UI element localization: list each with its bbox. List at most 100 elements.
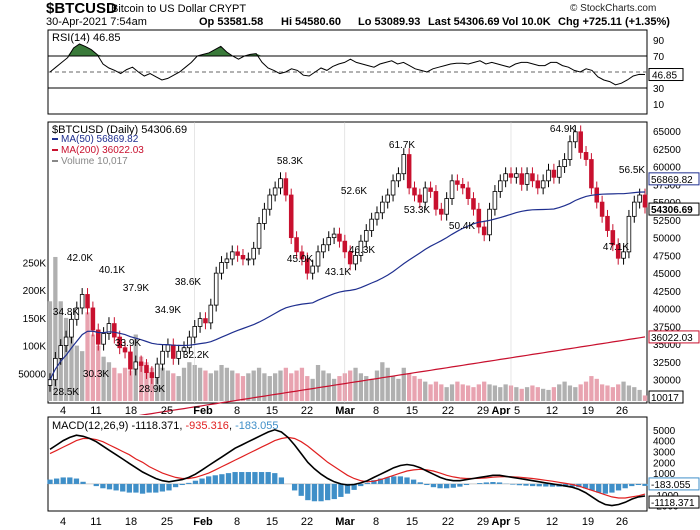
open-label: Op 53581.58: [199, 16, 264, 28]
macd-histogram-bar: [543, 483, 549, 487]
price-tick-label: 42500: [653, 287, 681, 298]
volume-tick-label: 150K: [23, 314, 47, 325]
price-annotation: 46.3K: [349, 245, 375, 256]
rsi-legend: RSI(14) 46.85: [52, 32, 120, 44]
candle-body: [626, 215, 632, 253]
candle-body: [481, 226, 487, 236]
price-x-label: 22: [442, 405, 454, 415]
candle-body: [632, 201, 637, 217]
ma50-last-label-box: [648, 172, 700, 186]
volume-bar: [106, 362, 112, 401]
price-x-label: 26: [616, 405, 628, 415]
candle-body: [310, 265, 315, 274]
ma200-last-label: 36022.03: [651, 333, 693, 344]
candle-body: [331, 233, 337, 239]
candle-body: [615, 244, 621, 259]
macd-histogram-bar: [417, 482, 423, 484]
macd-histogram-bar: [186, 482, 192, 484]
volume-bar: [546, 389, 551, 401]
candle-body: [401, 154, 407, 175]
price-tick-label: 35000: [653, 340, 681, 351]
ma200-last-label-box: [648, 330, 700, 344]
volume-bar: [449, 384, 455, 401]
price-annotation: 58.3K: [277, 156, 303, 167]
volume-bar: [144, 362, 149, 401]
candle-body: [573, 131, 578, 143]
volume-bar: [374, 370, 380, 401]
volume-bar: [412, 376, 417, 401]
candle-body: [530, 173, 535, 182]
macd-histogram-bar: [106, 483, 113, 490]
macd-histogram-bar: [364, 482, 370, 484]
volume-bar: [208, 373, 213, 401]
price-x-label: 15: [266, 405, 278, 415]
candle-body: [433, 191, 439, 210]
candle-body: [154, 363, 160, 378]
macd-last-label: -183.055: [651, 480, 691, 491]
candle-body: [165, 344, 171, 352]
volume-bar: [149, 367, 154, 401]
rsi-tick-label: 70: [653, 52, 665, 63]
macd-histogram-bar: [120, 483, 126, 492]
volume-bar: [455, 381, 460, 401]
candle-body: [589, 159, 594, 189]
macd-histogram-bar: [477, 483, 483, 484]
candle-body: [519, 173, 524, 185]
macd-histogram-bar: [166, 483, 172, 491]
exchange-label: CRYPT: [209, 3, 247, 15]
price-tick-label: 62500: [653, 145, 681, 156]
rsi-tick-label: 30: [653, 84, 665, 95]
macd-x-label: 15: [266, 516, 278, 528]
volume-bar: [471, 387, 476, 401]
macd-x-label: Mar: [335, 516, 355, 528]
price-annotation: 42.0K: [67, 253, 93, 264]
volume-bar: [203, 370, 208, 401]
macd-histogram-bar: [629, 483, 635, 487]
candle-body: [117, 336, 122, 349]
macd-panel: -2000-1000010002000300040005000-183.055-…: [47, 416, 700, 528]
candle-body: [417, 194, 423, 203]
price-tick-label: 50000: [653, 234, 681, 245]
candle-body: [583, 152, 589, 160]
macd-histogram-bar: [239, 472, 245, 484]
macd-x-label: 8: [373, 516, 379, 528]
volume-bar: [47, 301, 53, 401]
macd-histogram-bar: [139, 483, 146, 494]
price-tick-label: 32500: [653, 358, 681, 369]
candle-body: [380, 201, 385, 214]
volume-bar: [181, 367, 187, 401]
candle-body: [460, 183, 466, 189]
macd-tick-label: 3000: [653, 447, 676, 458]
macd-legend-signal: -935.316: [186, 420, 229, 432]
price-tick-label: 52500: [653, 216, 681, 227]
volume-bar: [230, 370, 235, 401]
price-x-label: Apr: [492, 405, 512, 415]
volume-bar: [348, 370, 353, 401]
instrument-name: Bitcoin to US Dollar: [111, 3, 207, 15]
macd-x-label: Apr: [492, 516, 512, 528]
volume-last-label: 10017: [651, 393, 679, 404]
volume-bar: [310, 378, 315, 401]
price-annotation: 37.9K: [123, 283, 149, 294]
macd-last-box: [648, 495, 700, 509]
volume-bar: [331, 378, 337, 401]
rsi-line: [49, 43, 646, 86]
price-annotation: 56.5K: [619, 165, 645, 176]
volume-bar: [396, 378, 401, 401]
macd-histogram-bar: [635, 483, 642, 486]
volume-bar: [321, 370, 326, 401]
price-annotation: 34.9K: [155, 305, 181, 316]
candle-body: [487, 208, 492, 236]
volume-bar: [364, 376, 369, 401]
macd-histogram-bar: [53, 478, 60, 484]
macd-x-label: 22: [442, 516, 454, 528]
volume-bar: [514, 387, 519, 401]
volume-bar: [246, 373, 251, 401]
candle-body: [422, 187, 428, 203]
volume-bar: [594, 378, 599, 401]
macd-tick-label: 2000: [653, 458, 676, 469]
price-annotation: 28.9K: [139, 384, 165, 395]
change-label: Chg +725.11 (+1.35%): [558, 16, 670, 28]
candle-body: [58, 345, 63, 359]
